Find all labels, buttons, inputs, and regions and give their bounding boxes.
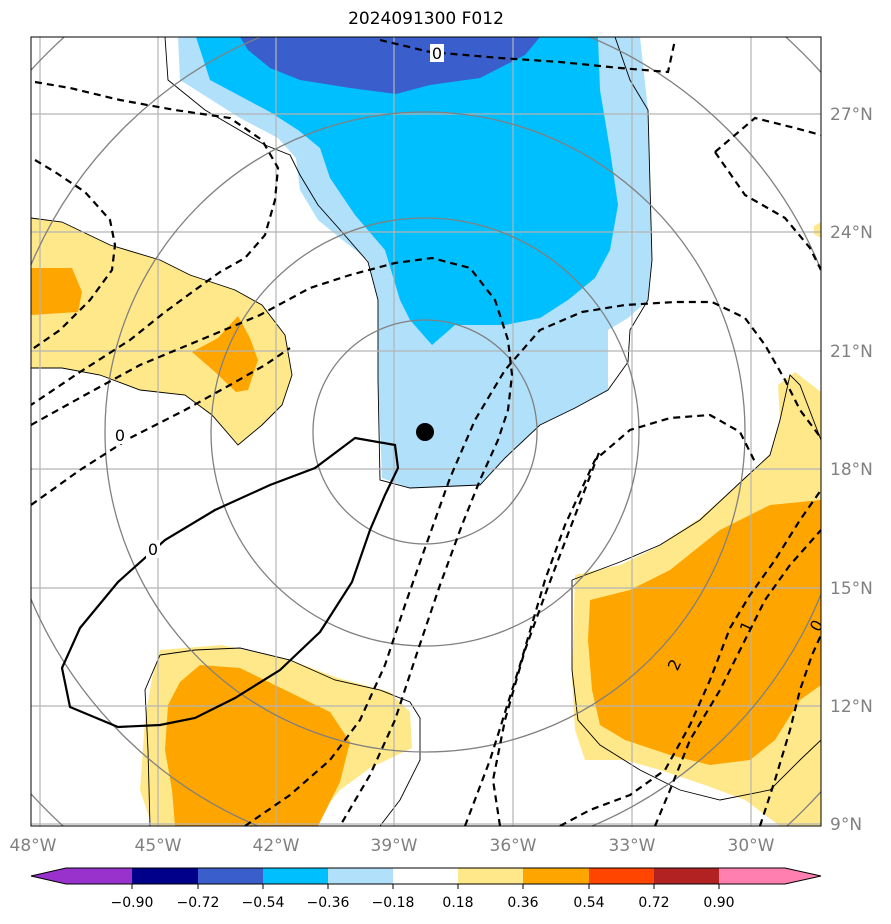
colorbar-segment [393, 868, 458, 884]
colorbar-segment [263, 868, 328, 884]
colorbar-segment [458, 868, 523, 884]
latitude-labels: 27°N 24°N 21°N 18°N 15°N 12°N 9°N [830, 105, 873, 835]
colorbar-segment [132, 868, 198, 884]
colorbar-tick-label: 0.36 [507, 895, 538, 911]
colorbar-segment [654, 868, 719, 884]
colorbar-tick-label: 0.90 [703, 895, 734, 911]
lon-tick-label: 36°W [490, 836, 537, 856]
contour-label: 0 [432, 44, 442, 63]
storm-center-dot [416, 423, 434, 441]
map-frame [30, 36, 822, 827]
colorbar-tick-label: −0.54 [242, 895, 285, 911]
lon-tick-label: 30°W [728, 836, 775, 856]
lat-tick-label: 9°N [830, 815, 862, 835]
solid-zero-contour [60, 436, 400, 729]
lat-tick-label: 27°N [830, 105, 873, 125]
colorbar-tick-label: 0.54 [573, 895, 604, 911]
lon-tick-label: 45°W [135, 836, 182, 856]
colorbar-segment [328, 868, 393, 884]
lon-tick-label: 48°W [10, 836, 57, 856]
shading-royal-blue [240, 37, 540, 94]
colorbar-tick-label: −0.18 [372, 895, 415, 911]
graticule [31, 37, 821, 826]
map-title: 2024091300 F012 [348, 9, 504, 29]
colorbar-tick-label: 0.72 [638, 895, 669, 911]
colorbar-segment [589, 868, 654, 884]
lon-tick-label: 39°W [371, 836, 418, 856]
colorbar-tick-label: −0.36 [307, 895, 350, 911]
colorbar-under-triangle [31, 868, 66, 884]
colorbar-segment [198, 868, 263, 884]
colorbar-over-triangle [785, 868, 821, 884]
lat-tick-label: 15°N [830, 579, 873, 599]
colorbar-tick-label: −0.90 [111, 895, 154, 911]
lat-tick-label: 18°N [830, 460, 873, 480]
colorbar-segment [523, 868, 589, 884]
colorbar-tick-label: 0.18 [442, 895, 473, 911]
lon-tick-label: 33°W [609, 836, 656, 856]
outline-contours [31, 37, 821, 826]
lon-tick-label: 42°W [253, 836, 300, 856]
colorbar-tick-label: −0.72 [177, 895, 220, 911]
colorbar-segment [719, 868, 785, 884]
colorbar: −0.90 −0.72 −0.54 −0.36 −0.18 0.18 0.36 … [30, 867, 822, 911]
contour-label: 0 [115, 426, 125, 445]
shading-orange [31, 268, 821, 826]
lat-tick-label: 21°N [830, 342, 873, 362]
lat-tick-label: 24°N [830, 223, 873, 243]
colorbar-outline [30, 867, 822, 885]
contour-label: 0 [148, 540, 158, 559]
colorbar-segment [66, 868, 132, 884]
lat-tick-label: 12°N [830, 697, 873, 717]
longitude-labels: 48°W 45°W 42°W 39°W 36°W 33°W 30°W [10, 836, 775, 856]
dashed-contours [31, 38, 821, 826]
